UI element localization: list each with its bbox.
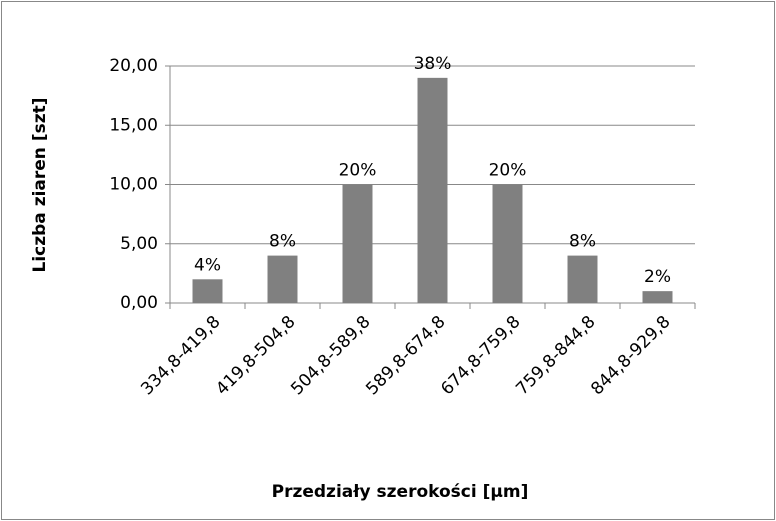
y-tick-label: 15,00	[109, 115, 158, 135]
y-tick-label: 10,00	[109, 175, 158, 195]
bar	[567, 255, 598, 303]
y-tick-label: 0,00	[120, 293, 158, 313]
data-label: 38%	[414, 54, 452, 74]
bar	[642, 291, 673, 303]
bar	[417, 77, 448, 303]
data-label: 8%	[269, 232, 296, 252]
bar	[342, 184, 373, 303]
data-label: 20%	[489, 161, 527, 181]
y-tick-label: 20,00	[109, 56, 158, 76]
x-axis-title: Przedziały szerokości [µm]	[272, 482, 529, 502]
y-axis-title: Liczba ziaren [szt]	[30, 98, 50, 273]
bar	[267, 255, 298, 303]
data-label: 2%	[644, 267, 671, 287]
data-label: 4%	[194, 255, 221, 275]
data-label: 20%	[339, 161, 377, 181]
bar	[492, 184, 523, 303]
bar	[192, 279, 223, 303]
data-label: 8%	[569, 232, 596, 252]
y-tick-label: 5,00	[120, 234, 158, 254]
